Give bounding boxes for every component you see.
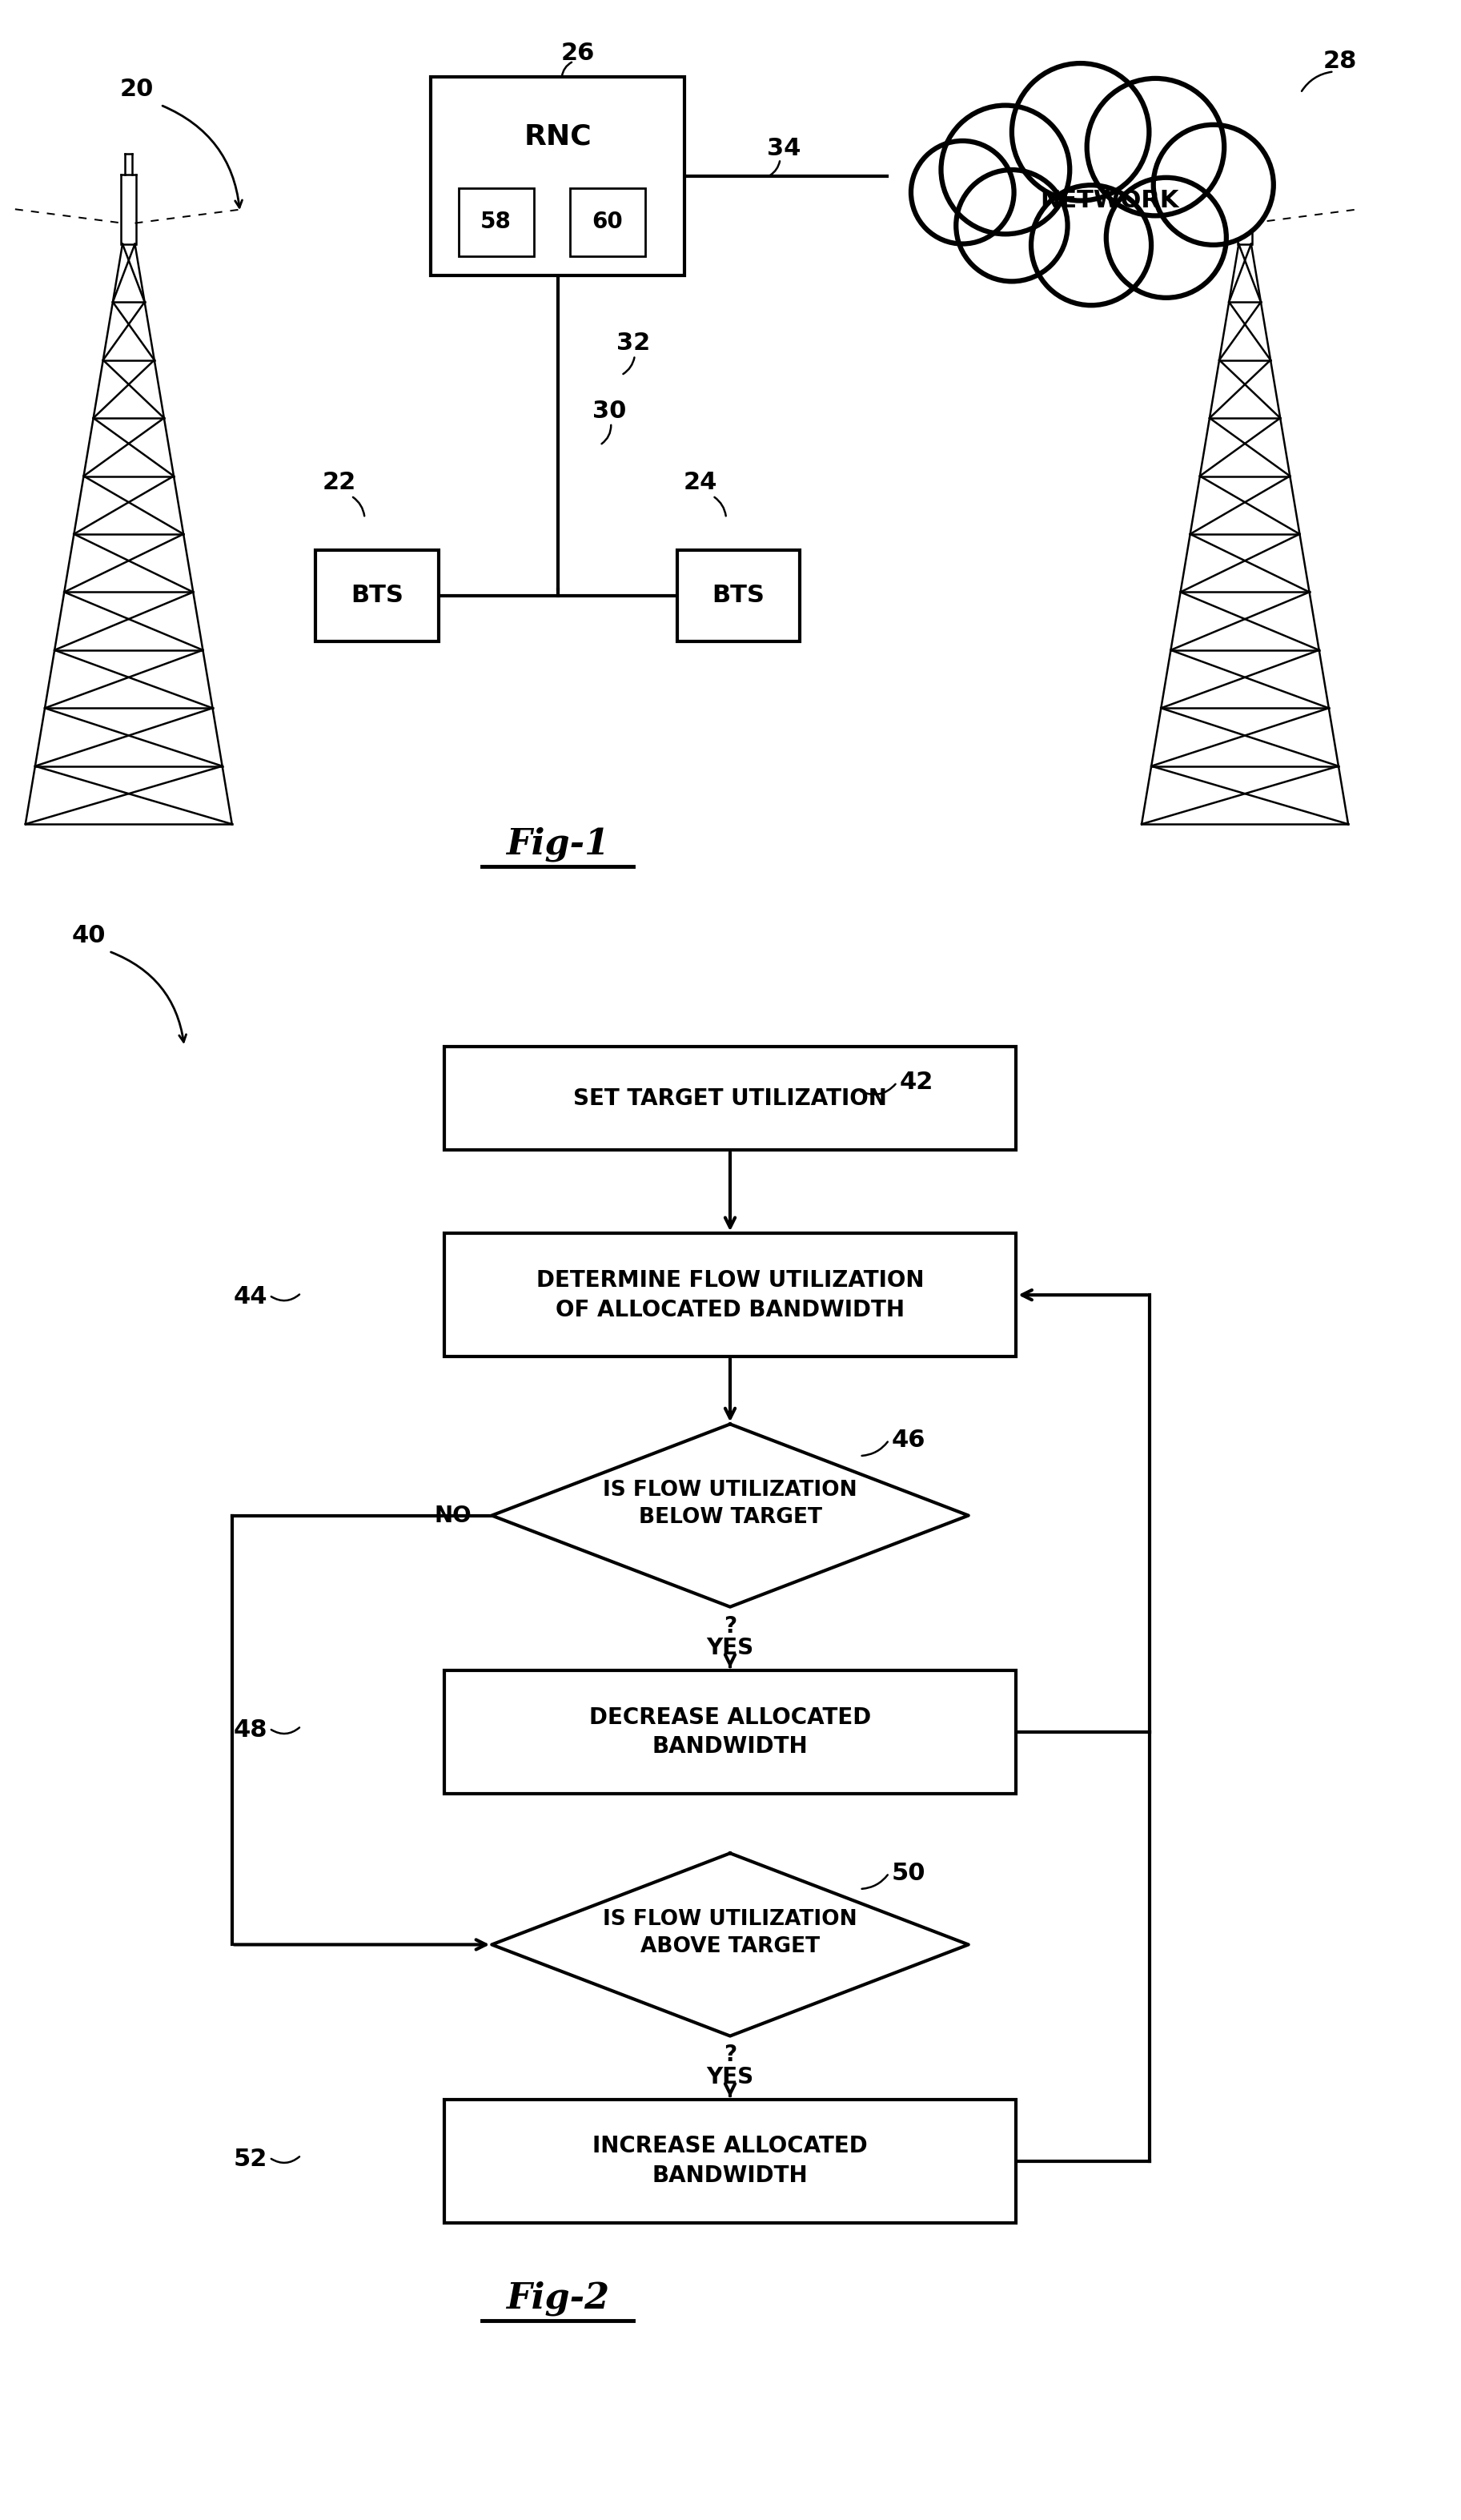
Text: 60: 60 <box>592 212 622 234</box>
Text: 30: 30 <box>592 398 627 423</box>
Circle shape <box>955 169 1068 282</box>
FancyArrowPatch shape <box>714 496 726 517</box>
FancyArrowPatch shape <box>602 426 611 444</box>
Circle shape <box>1106 176 1226 297</box>
Bar <box>444 1046 1015 1149</box>
Bar <box>570 189 646 257</box>
Text: Fig-2: Fig-2 <box>506 2281 609 2316</box>
Circle shape <box>1087 78 1224 217</box>
Text: Fig-1: Fig-1 <box>506 827 609 862</box>
Text: DETERMINE FLOW UTILIZATION
OF ALLOCATED BANDWIDTH: DETERMINE FLOW UTILIZATION OF ALLOCATED … <box>536 1270 923 1320</box>
Text: 20: 20 <box>120 78 153 101</box>
FancyArrowPatch shape <box>272 1295 300 1300</box>
Bar <box>444 1671 1015 1794</box>
FancyArrowPatch shape <box>770 161 780 176</box>
FancyArrowPatch shape <box>111 953 186 1041</box>
Polygon shape <box>492 1852 969 2036</box>
Text: BTS: BTS <box>712 585 764 607</box>
Circle shape <box>941 106 1069 234</box>
FancyArrowPatch shape <box>562 63 571 76</box>
Circle shape <box>1153 123 1274 244</box>
Circle shape <box>1012 63 1150 202</box>
Bar <box>444 2099 1015 2223</box>
Text: 46: 46 <box>891 1429 925 1452</box>
Text: 52: 52 <box>234 2147 267 2170</box>
Text: YES: YES <box>707 1638 754 1661</box>
Bar <box>431 78 685 275</box>
FancyArrowPatch shape <box>862 1441 888 1457</box>
Text: 44: 44 <box>234 1285 267 1308</box>
Text: 26: 26 <box>561 43 595 66</box>
Text: 58: 58 <box>481 212 511 234</box>
Text: RNC: RNC <box>524 123 592 151</box>
Text: DECREASE ALLOCATED
BANDWIDTH: DECREASE ALLOCATED BANDWIDTH <box>589 1706 871 1759</box>
Bar <box>444 1232 1015 1356</box>
FancyArrowPatch shape <box>272 1729 300 1734</box>
Circle shape <box>912 141 1014 244</box>
FancyArrowPatch shape <box>272 2157 300 2162</box>
Circle shape <box>1031 184 1151 305</box>
Text: 24: 24 <box>684 471 717 494</box>
FancyArrowPatch shape <box>862 1875 888 1890</box>
Text: 50: 50 <box>891 1862 925 1885</box>
FancyArrowPatch shape <box>861 1084 896 1094</box>
FancyArrowPatch shape <box>162 106 243 207</box>
Text: 48: 48 <box>234 1719 267 1741</box>
Text: ?: ? <box>723 1615 736 1638</box>
Text: IS FLOW UTILIZATION
BELOW TARGET: IS FLOW UTILIZATION BELOW TARGET <box>603 1479 858 1527</box>
FancyArrowPatch shape <box>1302 73 1331 91</box>
Text: YES: YES <box>707 2066 754 2089</box>
Text: ?: ? <box>723 2044 736 2066</box>
Text: 34: 34 <box>767 136 801 161</box>
FancyArrowPatch shape <box>354 496 364 517</box>
Text: 22: 22 <box>323 471 356 494</box>
Text: BTS: BTS <box>351 585 403 607</box>
Bar <box>676 549 801 643</box>
Text: IS FLOW UTILIZATION
ABOVE TARGET: IS FLOW UTILIZATION ABOVE TARGET <box>603 1908 858 1956</box>
Text: NO: NO <box>434 1504 472 1527</box>
FancyArrowPatch shape <box>624 358 634 373</box>
Text: SET TARGET UTILIZATION: SET TARGET UTILIZATION <box>573 1086 887 1109</box>
Text: 42: 42 <box>900 1071 934 1094</box>
Text: INCREASE ALLOCATED
BANDWIDTH: INCREASE ALLOCATED BANDWIDTH <box>593 2134 868 2187</box>
Text: 28: 28 <box>1324 50 1357 73</box>
Bar <box>316 549 438 643</box>
Text: 32: 32 <box>617 333 650 355</box>
Text: NETWORK: NETWORK <box>1040 189 1179 212</box>
Polygon shape <box>492 1424 969 1608</box>
Text: 40: 40 <box>72 925 107 948</box>
Bar <box>459 189 533 257</box>
